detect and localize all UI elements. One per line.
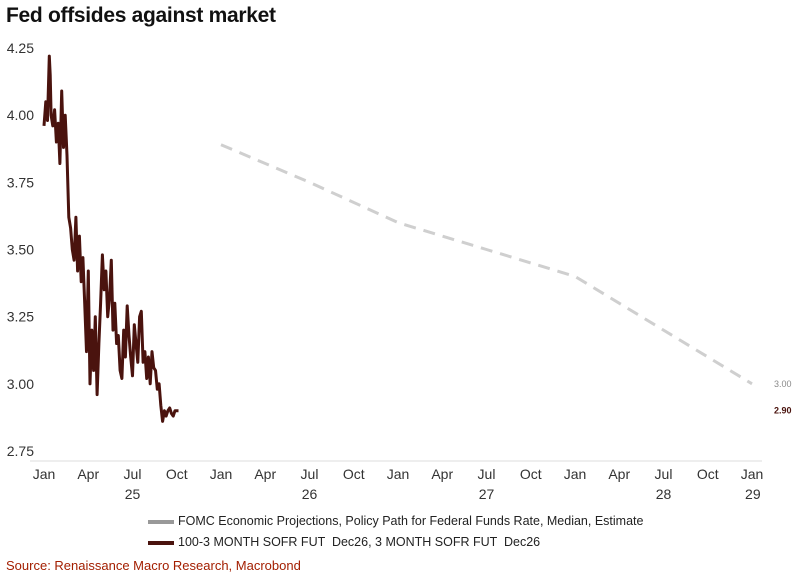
chart-title: Fed offsides against market [6, 4, 276, 27]
end-label-sofr: 2.90 [774, 406, 792, 416]
x-tick-label: Oct [343, 466, 365, 482]
y-tick-label: 3.50 [7, 242, 34, 258]
x-tick-label: Jul [655, 466, 673, 482]
x-tick-label: Jan [33, 466, 56, 482]
legend-swatch-sofr [148, 540, 174, 545]
x-year-label: 26 [302, 486, 318, 502]
legend-label-fomc: FOMC Economic Projections, Policy Path f… [178, 514, 644, 528]
legend-item-fomc: FOMC Economic Projections, Policy Path f… [148, 514, 643, 528]
x-tick-label: Jul [478, 466, 496, 482]
series-line-fomc [220, 143, 753, 386]
x-tick-label: Jan [564, 466, 587, 482]
x-tick-label: Oct [166, 466, 188, 482]
x-tick-label: Apr [77, 466, 99, 482]
legend-label-sofr: 100-3 MONTH SOFR FUT Dec26, 3 MONTH SOFR… [178, 535, 541, 549]
x-tick-label: Apr [608, 466, 630, 482]
y-tick-label: 4.25 [7, 40, 34, 56]
x-tick-label: Jul [124, 466, 142, 482]
x-year-label: 28 [656, 486, 672, 502]
x-tick-label: Apr [254, 466, 276, 482]
series-line-sofr [42, 54, 179, 423]
y-tick-label: 3.25 [7, 309, 34, 325]
x-tick-label: Jan [741, 466, 764, 482]
x-year-label: 27 [479, 486, 495, 502]
legend-item-sofr: 100-3 MONTH SOFR FUT Dec26, 3 MONTH SOFR… [148, 535, 540, 549]
x-year-label: 25 [125, 486, 141, 502]
legend-swatch-fomc [148, 519, 174, 524]
x-tick-label: Oct [520, 466, 542, 482]
x-tick-label: Apr [431, 466, 453, 482]
x-year-label: 29 [745, 486, 761, 502]
end-label-fomc: 3.00 [774, 379, 792, 389]
y-tick-label: 3.75 [7, 174, 34, 190]
y-tick-label: 2.75 [7, 443, 34, 459]
x-tick-label: Jan [387, 466, 410, 482]
x-tick-label: Jul [301, 466, 319, 482]
source-note: Source: Renaissance Macro Research, Macr… [6, 558, 301, 573]
x-tick-label: Jan [210, 466, 233, 482]
y-tick-label: 3.00 [7, 376, 34, 392]
x-tick-label: Oct [697, 466, 719, 482]
y-tick-label: 4.00 [7, 107, 34, 123]
